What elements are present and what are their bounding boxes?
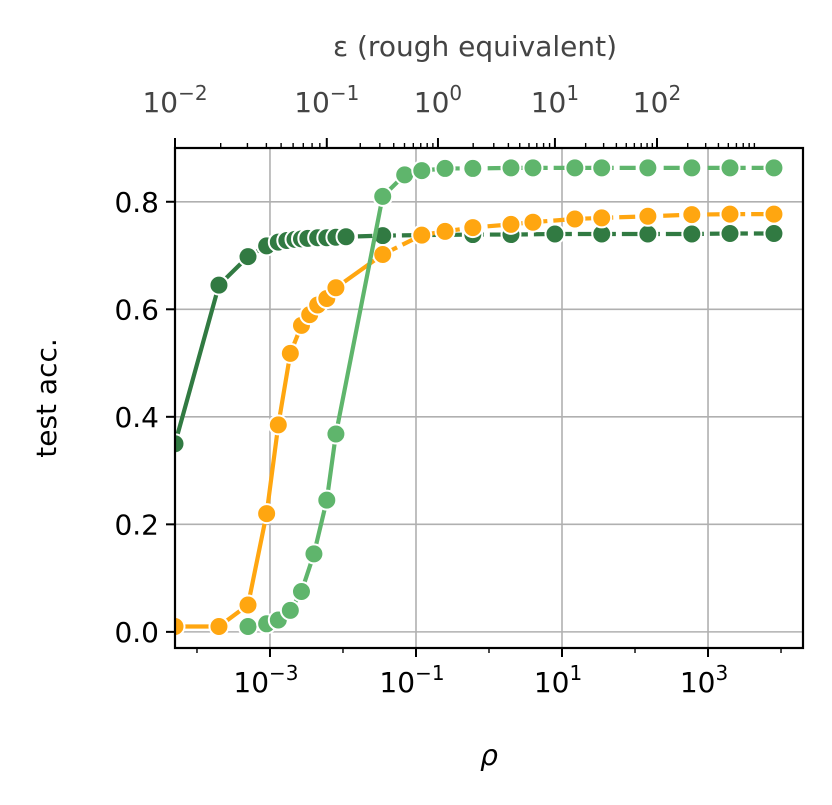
data-point xyxy=(763,157,785,179)
data-point xyxy=(719,222,741,244)
x-tick-label: 101 xyxy=(534,661,582,699)
series-2 xyxy=(175,203,785,637)
data-point xyxy=(681,223,703,245)
data-point xyxy=(325,423,347,445)
data-point xyxy=(564,157,586,179)
x-tick-label: 10−3 xyxy=(233,661,298,699)
data-point xyxy=(208,615,230,637)
data-point xyxy=(256,503,278,525)
y-tick-label: 0.8 xyxy=(114,186,159,219)
top-axis-title: ε (rough equivalent) xyxy=(333,30,617,63)
data-point xyxy=(279,342,301,364)
data-point xyxy=(637,205,659,227)
data-point xyxy=(434,220,456,242)
data-point xyxy=(325,277,347,299)
series-line xyxy=(175,252,384,629)
data-point xyxy=(500,213,522,235)
series-line xyxy=(175,235,337,445)
data-point xyxy=(279,599,301,621)
data-point xyxy=(637,223,659,245)
y-tick-label: 0.4 xyxy=(114,401,159,434)
data-point xyxy=(522,211,544,233)
data-point xyxy=(462,217,484,239)
data-point xyxy=(372,185,394,207)
data-point xyxy=(462,157,484,179)
top-tick-label: 100 xyxy=(414,81,462,119)
data-point xyxy=(544,223,566,245)
data-point xyxy=(175,615,186,637)
data-point xyxy=(237,594,259,616)
y-tick-label: 0.6 xyxy=(114,293,159,326)
data-point xyxy=(372,243,394,265)
top-tick-label: 10−1 xyxy=(294,81,359,119)
data-point xyxy=(237,246,259,268)
top-tick-label: 10−2 xyxy=(142,81,207,119)
data-point xyxy=(591,157,613,179)
data-point xyxy=(394,164,416,186)
data-point xyxy=(564,208,586,230)
data-point xyxy=(237,615,259,637)
data-point xyxy=(434,157,456,179)
data-point xyxy=(763,222,785,244)
data-point xyxy=(316,489,338,511)
x-tick-label: 10−1 xyxy=(379,661,444,699)
data-point xyxy=(719,157,741,179)
top-tick-label: 102 xyxy=(633,81,681,119)
data-point xyxy=(411,224,433,246)
data-point xyxy=(522,157,544,179)
data-point xyxy=(411,160,433,182)
data-point xyxy=(303,543,325,565)
top-tick-label: 101 xyxy=(531,81,579,119)
data-point xyxy=(500,157,522,179)
series-1 xyxy=(175,222,785,455)
data-point xyxy=(763,203,785,225)
top-axis: 10−2 10−1 100 101 102 xyxy=(142,81,756,148)
data-point xyxy=(637,157,659,179)
grid xyxy=(175,148,803,648)
y-tick-label: 0.2 xyxy=(114,508,159,541)
y-tick-label: 0.0 xyxy=(114,616,159,649)
left-axis: 0.0 0.2 0.4 0.6 0.8 xyxy=(114,186,175,649)
data-point xyxy=(208,274,230,296)
data-point xyxy=(335,226,357,248)
data-point xyxy=(290,581,312,603)
x-axis-title: ρ xyxy=(480,739,498,772)
data-point xyxy=(719,203,741,225)
data-point xyxy=(681,204,703,226)
data-point xyxy=(175,433,186,455)
series-3 xyxy=(237,157,785,637)
x-tick-label: 103 xyxy=(680,661,728,699)
data-point xyxy=(681,157,703,179)
bottom-axis: 10−3 10−1 101 103 xyxy=(196,648,782,699)
y-axis-title: test acc. xyxy=(30,338,63,458)
data-point xyxy=(591,207,613,229)
series-layer xyxy=(175,157,785,637)
data-point xyxy=(267,414,289,436)
